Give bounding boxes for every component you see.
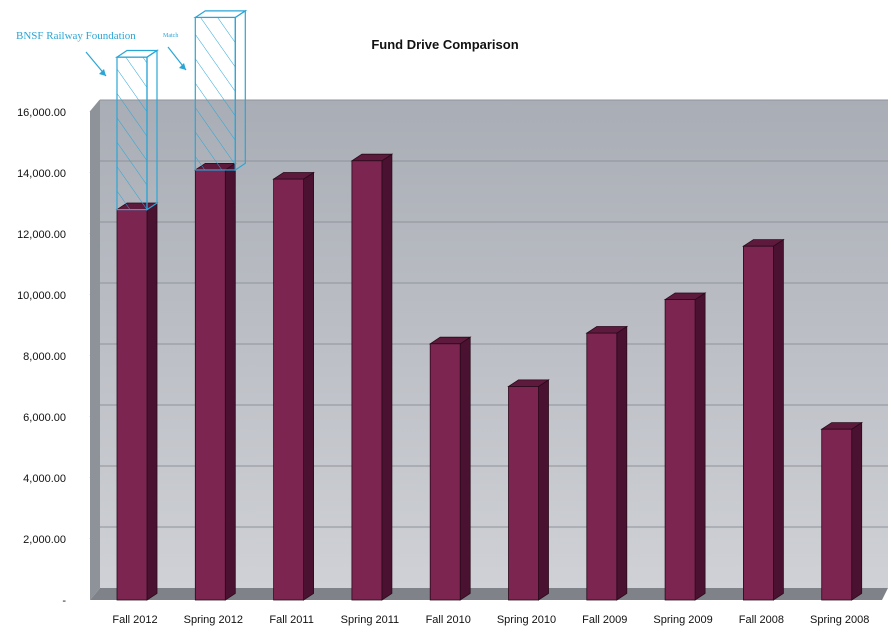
gridline-side	[89, 404, 101, 418]
x-tick-label: Spring 2008	[810, 614, 869, 626]
overlay-bar	[116, 56, 148, 211]
chart-title: Fund Drive Comparison	[371, 37, 518, 52]
gridline-side	[89, 343, 101, 357]
bar	[273, 178, 305, 601]
gridline-side	[89, 160, 101, 174]
bar	[116, 209, 148, 601]
x-tick-label: Spring 2012	[184, 614, 243, 626]
bar-side	[303, 171, 315, 601]
gridline-side	[89, 99, 101, 113]
bar-side	[224, 162, 236, 601]
overlay-top	[115, 49, 159, 58]
bar-side	[694, 292, 706, 601]
x-tick-label: Spring 2011	[341, 614, 400, 626]
bar-side	[538, 379, 549, 601]
y-tick-label: 10,000.00	[17, 290, 66, 302]
gridline-side	[89, 526, 101, 540]
y-tick-label: -	[62, 595, 66, 607]
bar	[586, 332, 618, 601]
bar-side	[773, 238, 784, 601]
y-tick-label: 6,000.00	[23, 412, 66, 424]
annotation-arrowhead	[179, 63, 186, 70]
x-tick-label: Fall 2008	[739, 614, 784, 626]
overlay-bar	[194, 16, 236, 171]
bar-side	[381, 153, 393, 601]
bar-side	[146, 202, 158, 601]
x-tick-label: Fall 2012	[112, 614, 157, 626]
bar	[429, 343, 461, 601]
x-tick-label: Fall 2009	[582, 614, 627, 626]
bar-side	[459, 336, 471, 601]
plot-area: - 2,000.00 4,000.00 6,000.00 8,000.00 10,000.…	[16, 9, 888, 626]
annotation-arrowhead	[99, 69, 106, 76]
y-tick-label: 2,000.00	[23, 534, 66, 546]
bar	[743, 245, 774, 601]
bar	[821, 428, 853, 601]
annotation-label: Match	[163, 33, 178, 39]
bar	[508, 386, 539, 601]
bar	[194, 169, 226, 601]
bar-side	[851, 421, 863, 601]
y-tick-label: 14,000.00	[17, 168, 66, 180]
gridline-side	[89, 282, 101, 296]
bar	[664, 299, 696, 601]
gridline-side	[89, 465, 101, 479]
annotation-label: BNSF Railway Foundation	[16, 30, 136, 42]
bar-side	[616, 325, 628, 601]
y-tick-label: 4,000.00	[23, 473, 66, 485]
x-tick-label: Spring 2009	[653, 614, 712, 626]
gridline-side	[89, 221, 101, 235]
y-tick-label: 12,000.00	[17, 229, 66, 241]
overlay-top	[193, 10, 248, 19]
bar	[351, 160, 383, 601]
y-tick-label: 16,000.00	[17, 107, 66, 119]
x-tick-label: Fall 2011	[269, 614, 313, 626]
x-tick-label: Spring 2010	[497, 614, 556, 626]
x-tick-label: Fall 2010	[426, 614, 471, 626]
y-tick-label: 8,000.00	[23, 351, 66, 363]
